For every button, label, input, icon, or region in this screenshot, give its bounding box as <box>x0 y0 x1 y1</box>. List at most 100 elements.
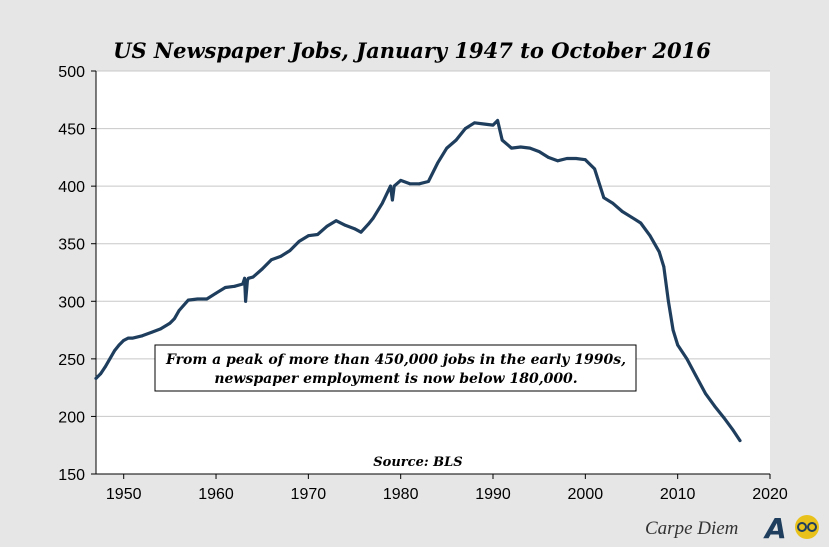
data-point <box>556 159 560 163</box>
data-point <box>593 167 596 171</box>
data-point <box>279 254 283 258</box>
data-point <box>244 299 247 303</box>
data-point <box>392 184 396 188</box>
y-tick-label: 250 <box>58 352 85 369</box>
y-tick-label: 400 <box>58 179 85 196</box>
data-point <box>408 182 412 186</box>
data-point <box>694 374 698 378</box>
data-point <box>177 309 181 312</box>
data-point <box>246 276 250 280</box>
data-point <box>662 265 666 269</box>
data-point <box>639 221 643 225</box>
y-tick-label: 200 <box>58 409 85 426</box>
data-point <box>186 298 190 302</box>
y-tick-label: 450 <box>58 122 85 139</box>
data-point <box>685 357 689 361</box>
y-tick-label: 150 <box>58 467 85 484</box>
series-line-newspaper-jobs <box>94 118 742 443</box>
data-point <box>316 233 319 236</box>
data-point <box>103 365 107 369</box>
data-point <box>122 339 126 342</box>
data-point <box>243 276 247 280</box>
x-tick-label: 1990 <box>475 486 511 503</box>
data-point <box>510 146 513 150</box>
data-point <box>205 297 209 301</box>
data-point <box>722 416 726 419</box>
x-tick-label: 2010 <box>660 486 696 503</box>
data-point <box>380 202 384 205</box>
x-tick-label: 1960 <box>198 486 234 503</box>
aei-logo: A <box>763 512 819 545</box>
y-tick-label: 500 <box>58 64 85 81</box>
data-point <box>417 182 421 186</box>
data-point <box>713 404 717 408</box>
axes <box>95 71 770 475</box>
data-point <box>241 282 245 286</box>
data-point <box>353 227 356 231</box>
data-point <box>233 284 236 288</box>
data-point <box>251 275 255 279</box>
data-point <box>260 267 264 271</box>
data-point <box>496 119 500 122</box>
data-point <box>173 317 176 320</box>
x-tick-label: 2000 <box>568 486 604 503</box>
data-point <box>667 299 670 303</box>
plot-area <box>96 71 770 474</box>
data-point <box>583 158 587 162</box>
data-point <box>738 439 742 443</box>
data-point <box>657 250 661 254</box>
data-point <box>399 178 403 182</box>
data-point <box>491 123 495 127</box>
data-point <box>671 328 675 332</box>
y-tick-label: 350 <box>58 237 85 254</box>
data-point <box>630 215 633 219</box>
data-point <box>343 223 347 227</box>
data-point <box>547 155 550 159</box>
data-point <box>565 157 569 160</box>
data-point <box>537 150 541 154</box>
data-point <box>436 161 440 165</box>
data-point <box>113 349 116 353</box>
annotation-line-1: From a peak of more than 450,000 jobs in… <box>165 352 626 368</box>
data-point <box>270 258 273 262</box>
data-point <box>463 127 467 130</box>
data-point <box>528 146 532 150</box>
data-point <box>445 146 449 150</box>
data-point <box>602 196 606 200</box>
data-point <box>159 327 163 331</box>
data-points <box>94 119 742 443</box>
data-point <box>325 225 329 228</box>
data-point <box>223 286 227 289</box>
x-tick-label: 2020 <box>752 486 788 503</box>
data-point <box>703 392 707 395</box>
data-point <box>454 138 458 142</box>
data-point <box>131 336 135 340</box>
data-point <box>297 240 301 243</box>
x-tick-label: 1950 <box>106 486 142 503</box>
data-point <box>519 145 523 149</box>
data-point <box>246 279 249 282</box>
data-point <box>482 122 486 126</box>
annotation-box: From a peak of more than 450,000 jobs in… <box>154 344 637 392</box>
data-point <box>94 377 98 380</box>
chart-title: US Newspaper Jobs, January 1947 to Octob… <box>113 38 711 63</box>
data-point <box>126 336 130 340</box>
data-point <box>117 343 121 347</box>
data-point <box>574 157 578 160</box>
data-point <box>306 234 310 238</box>
data-point <box>371 216 375 220</box>
data-point <box>214 291 218 295</box>
x-tick-label: 1980 <box>383 486 419 503</box>
data-point <box>731 428 735 432</box>
data-point <box>473 121 476 125</box>
data-point <box>390 198 394 202</box>
data-point <box>620 210 624 213</box>
y-tick-label: 300 <box>58 294 85 311</box>
x-axis-ticks: 1950 1960 1970 1980 1990 2000 2010 2020 <box>106 474 788 503</box>
data-point <box>676 343 680 347</box>
data-point <box>648 234 652 238</box>
data-point <box>196 297 199 301</box>
data-point <box>611 202 615 205</box>
brand-label: Carpe Diem <box>645 518 738 539</box>
